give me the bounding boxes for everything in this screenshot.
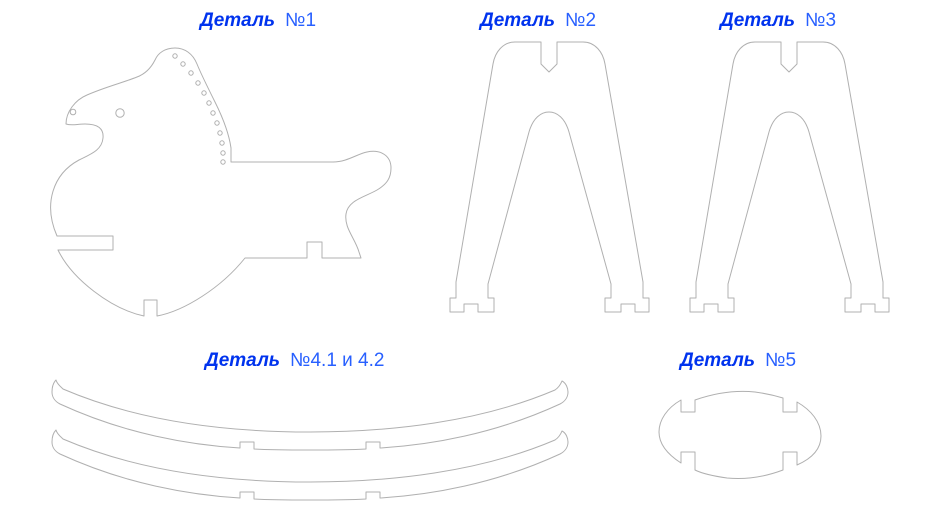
label-part1: Деталь №1: [200, 10, 316, 32]
label-num: №3: [805, 10, 836, 32]
label-num: №1: [285, 10, 316, 32]
label-num: №2: [565, 10, 596, 32]
label-word: Деталь: [200, 10, 275, 32]
part3-a-frame: [685, 42, 895, 322]
label-word: Деталь: [720, 10, 795, 32]
part2-a-frame: [445, 42, 655, 322]
label-num: №5: [765, 350, 796, 372]
label-part4: Деталь №4.1 и 4.2: [205, 350, 384, 372]
label-part5: Деталь №5: [680, 350, 796, 372]
label-word: Деталь: [205, 350, 280, 372]
part4-rocker-bottom: [50, 430, 570, 500]
label-word: Деталь: [480, 10, 555, 32]
label-word: Деталь: [680, 350, 755, 372]
drawing-canvas: Деталь №1 Деталь №2 Деталь №3 Деталь №4.…: [0, 0, 950, 520]
label-num: №4.1 и 4.2: [290, 350, 384, 372]
label-part3: Деталь №3: [720, 10, 836, 32]
label-part2: Деталь №2: [480, 10, 596, 32]
part5-seat: [655, 390, 825, 480]
part1-horse-body: [25, 42, 425, 322]
